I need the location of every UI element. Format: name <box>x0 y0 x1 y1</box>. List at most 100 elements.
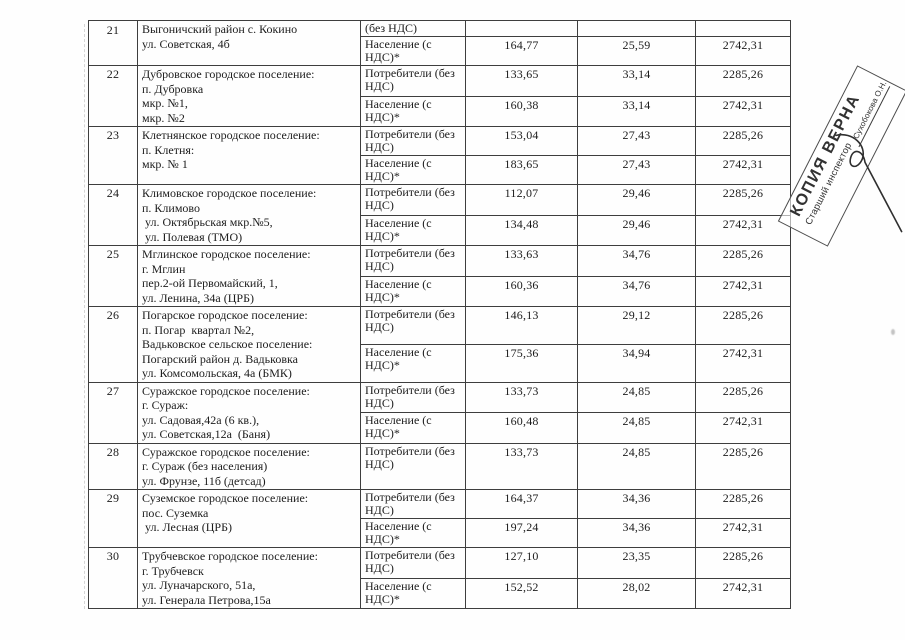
name-line: ул. Советская,12а (Баня) <box>142 427 271 441</box>
value-cell: 33,14 <box>577 65 696 97</box>
name-line: Трубчевское городское поселение: <box>142 549 318 563</box>
value-cell: 27,43 <box>577 126 696 156</box>
value-cell: 23,35 <box>577 547 696 579</box>
name-line: Дубровское городское поселение: <box>142 67 315 81</box>
entry-name-cell: Суражское городское поселение: г. Сураж (… <box>137 442 361 490</box>
value-cell: 112,07 <box>465 184 578 216</box>
name-line: ул. Садовая,42а (6 кв.), <box>142 412 260 427</box>
value-cell: 2285,26 <box>695 126 791 156</box>
name-line: Выгоничский район с. Кокино <box>142 22 298 36</box>
value-cell: 29,12 <box>577 306 696 345</box>
entry-number-cell: 25 <box>88 245 138 307</box>
name-line: ул. Ленина, 34а (ЦРБ) <box>142 290 254 305</box>
value-cell: 24,85 <box>577 412 696 444</box>
consumer-type-cell: Население (с НДС)* <box>360 95 466 127</box>
consumer-type-cell: Население (с НДС)* <box>360 155 466 185</box>
scan-artifact-line <box>84 24 85 609</box>
value-cell: 2285,26 <box>695 489 791 519</box>
value-cell: 2742,31 <box>695 343 791 383</box>
value-cell: 2742,31 <box>695 518 791 548</box>
value-cell: 164,77 <box>465 36 578 66</box>
name-line: Суражское городское поселение: <box>142 383 310 398</box>
name-line: Вадьковское сельское поселение: <box>142 337 313 351</box>
value-cell: 34,76 <box>577 275 696 307</box>
name-line: мкр. № 1 <box>142 157 188 171</box>
table-row: 26 Погарское городское поселение: п. Погар… <box>88 306 791 383</box>
entry-name-cell: Погарское городское поселение: п. Погар к… <box>137 306 361 383</box>
value-cell: 2285,26 <box>695 547 791 579</box>
value-cell <box>695 20 791 37</box>
table-row: 21 Выгоничский район с. Кокино ул. Советск… <box>88 20 791 66</box>
entry-number-cell: 23 <box>88 126 138 185</box>
entry-number-cell: 30 <box>88 547 138 609</box>
value-cell: 2742,31 <box>695 95 791 127</box>
value-cell: 2285,26 <box>695 442 791 490</box>
name-line: мкр. №1, <box>142 96 188 110</box>
table-row: 27 Суражское городское поселение: г. Сураж… <box>88 381 791 444</box>
entry-name-cell: Суземское городское поселение: пос. Сузем… <box>137 489 361 548</box>
table-row: Население (с НДС)* 164,77 25,59 2742,31 <box>89 36 791 66</box>
value-cell: 160,38 <box>465 95 578 127</box>
value-cell: 164,37 <box>465 489 578 519</box>
entry-number-cell: 27 <box>88 381 138 444</box>
value-cell: 34,36 <box>577 518 696 548</box>
value-cell <box>465 20 578 37</box>
table-row: 24 Климовское городское поселение: п. Клим… <box>88 184 791 246</box>
value-cell: 153,04 <box>465 126 578 156</box>
value-cell: 197,24 <box>465 518 578 548</box>
table-row: Население (с НДС)* 160,48 24,85 2742,31 <box>89 412 791 444</box>
value-cell: 160,48 <box>465 412 578 444</box>
value-cell: 33,14 <box>577 95 696 127</box>
name-line: пер.2-ой Первомайский, 1, <box>142 276 278 290</box>
entry-name-cell: Выгоничский район с. Кокино ул. Советская… <box>137 20 361 66</box>
name-line: ул. Советская, 4б <box>142 36 230 51</box>
value-cell: 160,36 <box>465 275 578 307</box>
entry-name-cell: Мглинское городское поселение: г. Мглин пе… <box>137 245 361 307</box>
table-row: 23 Клетнянское городское поселение: п. Кле… <box>88 126 791 185</box>
consumer-type-cell: (без НДС) <box>360 20 466 37</box>
table-row: 25 Мглинское городское поселение: г. Мглин… <box>88 245 791 307</box>
value-cell: 152,52 <box>465 577 578 609</box>
value-cell: 24,85 <box>577 442 696 490</box>
signature <box>835 133 903 233</box>
table-row: 29 Суземское городское поселение: пос. Суз… <box>88 489 791 548</box>
value-cell: 133,73 <box>465 442 578 490</box>
value-cell: 127,10 <box>465 547 578 579</box>
consumer-type-cell: Потребители (без НДС) <box>360 547 466 579</box>
value-cell: 2742,31 <box>695 214 791 246</box>
name-line: г. Трубчевск <box>142 563 204 578</box>
entry-name-cell: Суражское городское поселение: г. Сураж: у… <box>137 381 361 444</box>
table-row: Население (с НДС)* 197,24 34,36 2742,31 <box>89 518 791 548</box>
consumer-type-cell: Потребители (без НДС) <box>360 245 466 277</box>
name-line: ул. Октябрьская мкр.№5, <box>142 215 273 229</box>
value-cell: 34,36 <box>577 489 696 519</box>
value-cell: 34,76 <box>577 245 696 277</box>
value-cell: 28,02 <box>577 577 696 609</box>
name-line: Климовское городское поселение: <box>142 186 317 200</box>
value-cell: 2742,31 <box>695 155 791 185</box>
consumer-type-cell: Потребители (без НДС) <box>360 442 466 490</box>
scan-smudge <box>891 329 895 335</box>
value-cell: 2285,26 <box>695 245 791 277</box>
value-cell: 2285,26 <box>695 184 791 216</box>
table-row: Население (с НДС)* 175,36 34,94 2742,31 <box>89 343 791 383</box>
value-cell: 2285,26 <box>695 306 791 345</box>
consumer-type-cell: Потребители (без НДС) <box>360 184 466 216</box>
name-line: п. Климово <box>142 200 201 215</box>
name-line: пос. Суземка <box>142 505 209 520</box>
consumer-type-cell: Потребители (без НДС) <box>360 65 466 97</box>
consumer-type-cell: Население (с НДС)* <box>360 412 466 444</box>
name-line: Погарский район д. Вадьковка <box>142 351 298 366</box>
name-line: г. Сураж: <box>142 398 189 412</box>
value-cell <box>577 20 696 37</box>
entry-name-cell: Дубровское городское поселение: п. Дубров… <box>137 65 361 127</box>
entry-number-cell: 22 <box>88 65 138 127</box>
entry-name-cell: Климовское городское поселение: п. Климов… <box>137 184 361 246</box>
value-cell: 2742,31 <box>695 577 791 609</box>
value-cell: 25,59 <box>577 36 696 66</box>
name-line: ул. Лесная (ЦРБ) <box>142 520 232 534</box>
name-line: Суземское городское поселение: <box>142 491 309 505</box>
table-row: 22 Дубровское городское поселение: п. Дубр… <box>88 65 791 127</box>
value-cell: 27,43 <box>577 155 696 185</box>
value-cell: 29,46 <box>577 214 696 246</box>
